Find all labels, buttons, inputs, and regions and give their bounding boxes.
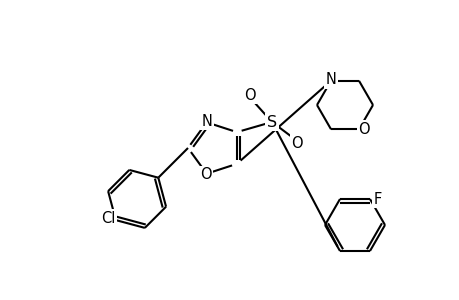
Text: O: O (244, 88, 255, 103)
Text: N: N (325, 72, 336, 87)
Text: F: F (373, 191, 381, 206)
Text: O: O (199, 167, 211, 182)
Text: N: N (201, 114, 212, 129)
Text: S: S (266, 115, 276, 130)
Text: Cl: Cl (101, 211, 115, 226)
Text: O: O (291, 136, 302, 151)
Text: O: O (358, 122, 369, 137)
